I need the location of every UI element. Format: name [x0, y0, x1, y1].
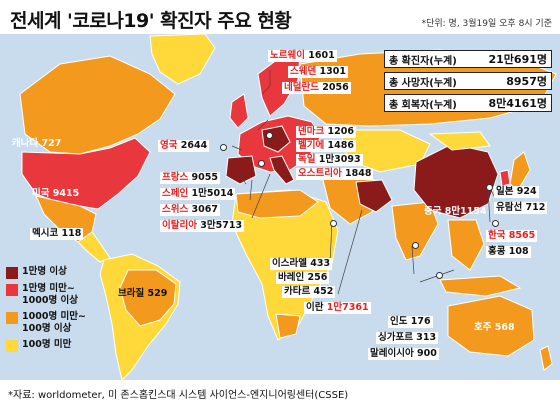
label-bahrain: 바레인 256 [276, 272, 330, 284]
legend-label: 1만명 이상 [22, 266, 67, 277]
label-denmark: 덴마크 1206 [296, 126, 356, 138]
legend-swatch [6, 284, 18, 296]
label-belgium: 벨기에 1486 [296, 140, 356, 152]
uk-shape [229, 93, 249, 129]
unit-note: *단위: 명, 3월19일 오후 8시 기준 [421, 19, 552, 29]
label-italy: 이탈리아 3만5713 [160, 220, 245, 232]
indonesia-shape [439, 275, 522, 297]
country-marker [436, 272, 443, 279]
label-brazil: 브라질 529 [118, 288, 168, 299]
korea-shape [499, 169, 511, 187]
legend-item: 100명 미만 [6, 339, 106, 352]
iran-shape [355, 179, 393, 213]
label-china: 중국 8만1154 [424, 206, 487, 217]
total-recovered-value: 8만4161명 [488, 97, 547, 110]
italy-shape [269, 155, 295, 185]
label-korea: 한국 8565 [486, 230, 538, 242]
legend-item: 1000명 미만~ 100명 이상 [6, 311, 106, 335]
label-japan: 일본 924 [494, 186, 539, 198]
central-america-shape [77, 231, 111, 263]
legend-swatch [6, 267, 18, 279]
country-marker [492, 220, 499, 227]
label-norway: 노르웨이 1601 [268, 50, 337, 62]
spain-shape [225, 155, 257, 185]
legend-label: 1000명 미만~ 100명 이상 [22, 311, 86, 334]
country-marker [266, 132, 273, 139]
label-france: 프랑스 9055 [160, 172, 220, 184]
label-netherlands: 네덜란드 2056 [282, 82, 351, 94]
legend-item: 1만명 미만~ 1000명 이상 [6, 283, 106, 307]
legend-swatch [6, 340, 18, 352]
label-iran: 이란 1만7361 [304, 302, 371, 314]
page-title: 전세계 '코로나19' 확진자 주요 현황 [10, 10, 292, 32]
label-singapore: 싱가포르 313 [376, 332, 439, 344]
country-marker [258, 160, 265, 167]
label-switzerland: 스위스 3067 [160, 204, 220, 216]
total-recovered-label: 총 회복자(누계) [389, 99, 457, 111]
usa-shape [21, 137, 151, 210]
new-zealand-shape [539, 345, 553, 371]
label-usa: 미국 9415 [32, 188, 80, 199]
brazil-shape [119, 269, 177, 327]
label-india: 인도 176 [388, 316, 433, 328]
southeast-asia-shape [447, 219, 485, 271]
label-uk: 영국 2644 [158, 140, 210, 152]
world-map: 노르웨이 1601 스웨덴 1301 네덜란드 2056 영국 2644 덴마크… [0, 34, 560, 380]
total-deaths-value: 8957명 [506, 75, 547, 88]
australia-shape [447, 295, 535, 357]
total-confirmed-label: 총 확진자(누계) [389, 55, 457, 67]
country-marker [486, 184, 493, 191]
label-cruise-ship: 유람선 712 [494, 202, 548, 214]
label-qatar: 카타르 452 [282, 286, 336, 298]
label-mexico: 멕시코 118 [30, 228, 84, 240]
legend-label: 1만명 미만~ 1000명 이상 [22, 283, 78, 306]
legend-swatch [6, 312, 18, 324]
total-confirmed-box: 총 확진자(누계) 21만691명 [384, 50, 552, 68]
mongolia-shape [428, 131, 491, 151]
label-austria: 오스트리아 1848 [296, 168, 374, 180]
north-africa-shape [235, 189, 319, 219]
greenland-shape [149, 34, 216, 85]
label-malaysia: 말레이시아 900 [368, 348, 439, 360]
legend: 1만명 이상 1만명 미만~ 1000명 이상 1000명 미만~ 100명 이… [6, 266, 106, 356]
country-marker [220, 144, 227, 151]
legend-label: 100명 미만 [22, 339, 72, 350]
source-note: *자료: worldometer, 미 존스홉킨스대 시스템 사이언스-엔지니어… [8, 390, 349, 401]
country-marker [412, 242, 419, 249]
label-sweden: 스웨덴 1301 [288, 66, 348, 78]
legend-item: 1만명 이상 [6, 266, 106, 279]
label-israel: 이스라엘 433 [270, 258, 333, 270]
total-confirmed-value: 21만691명 [488, 53, 547, 66]
country-marker [330, 220, 337, 227]
canada-shape [19, 55, 176, 155]
label-australia: 호주 568 [474, 322, 515, 333]
label-spain: 스페인 1만5014 [160, 188, 236, 200]
total-deaths-box: 총 사망자(누계) 8957명 [384, 72, 552, 90]
label-hongkong: 홍콩 108 [486, 246, 531, 258]
south-africa-shape [275, 313, 301, 339]
label-germany: 독일 1만3093 [296, 154, 363, 166]
total-deaths-label: 총 사망자(누계) [389, 77, 457, 89]
japan-shape [509, 151, 531, 191]
label-canada: 캐나다 727 [12, 138, 62, 149]
total-recovered-box: 총 회복자(누계) 8만4161명 [384, 94, 552, 112]
